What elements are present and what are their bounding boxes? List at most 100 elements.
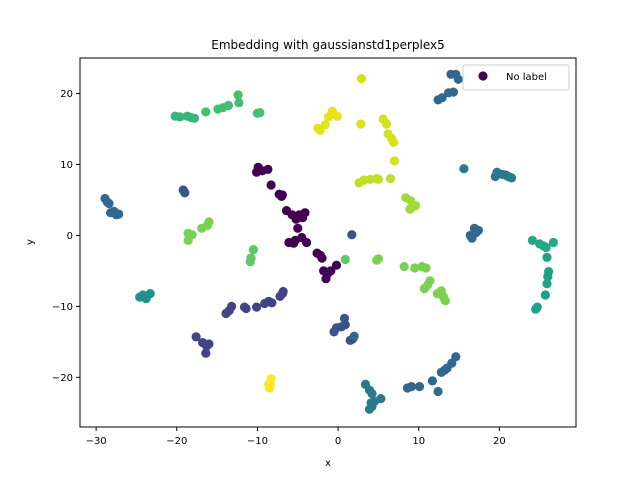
data-point xyxy=(347,230,357,240)
data-point xyxy=(239,302,250,312)
data-point xyxy=(433,386,443,397)
data-point xyxy=(451,352,461,362)
data-point xyxy=(204,217,214,227)
data-point xyxy=(317,253,327,263)
y-tick-label: 0 xyxy=(67,231,73,242)
x-axis-label: x xyxy=(325,458,331,469)
data-point xyxy=(501,170,511,180)
legend-entry: No label xyxy=(506,72,547,83)
data-point xyxy=(201,107,211,117)
data-point xyxy=(389,137,399,147)
data-point xyxy=(356,119,366,129)
data-point xyxy=(233,90,243,100)
data-point xyxy=(410,201,421,211)
data-point xyxy=(427,376,437,386)
data-point xyxy=(331,260,342,270)
data-point xyxy=(293,223,303,233)
data-point xyxy=(264,379,274,389)
data-point xyxy=(414,382,425,392)
data-point xyxy=(201,348,211,358)
y-tick-label: −20 xyxy=(52,373,73,384)
data-point xyxy=(448,87,458,97)
data-point xyxy=(541,242,551,253)
data-point xyxy=(367,389,377,399)
data-point xyxy=(527,235,538,245)
legend-box xyxy=(462,64,570,91)
data-point xyxy=(175,112,185,122)
data-point xyxy=(402,383,412,393)
y-tick-label: 10 xyxy=(60,160,73,171)
y-axis-label: y xyxy=(25,239,36,245)
data-point xyxy=(114,209,124,219)
plot-frame xyxy=(79,57,577,428)
y-tick-label: 20 xyxy=(60,89,73,100)
data-point xyxy=(385,174,396,184)
x-tick-label: −10 xyxy=(247,436,268,447)
data-point xyxy=(248,245,258,255)
data-point xyxy=(187,230,197,240)
data-point xyxy=(425,276,435,286)
legend-marker xyxy=(478,71,488,81)
data-point xyxy=(254,164,264,174)
data-point xyxy=(255,108,265,118)
data-point xyxy=(532,302,542,312)
y-tick-label: −10 xyxy=(52,302,73,313)
data-point xyxy=(267,298,277,308)
data-point xyxy=(340,254,350,265)
data-point xyxy=(373,174,383,184)
data-point xyxy=(263,164,273,174)
data-point xyxy=(436,367,446,377)
data-point xyxy=(542,279,552,289)
data-point xyxy=(142,291,152,301)
data-point xyxy=(540,290,551,300)
data-point xyxy=(326,266,336,276)
data-point xyxy=(473,225,483,235)
data-point xyxy=(234,98,244,108)
data-point xyxy=(410,263,420,273)
data-point xyxy=(252,302,262,312)
chart-title: Embedding with gaussianstd1perplex5 xyxy=(211,38,445,52)
data-point xyxy=(180,188,190,198)
data-point xyxy=(223,100,233,111)
data-point xyxy=(421,263,431,273)
data-point xyxy=(278,286,288,297)
data-point xyxy=(373,254,383,264)
data-point xyxy=(289,238,299,248)
data-point xyxy=(356,74,367,84)
data-point xyxy=(189,113,200,123)
data-point xyxy=(329,327,339,337)
x-tick-label: 20 xyxy=(493,436,506,447)
data-point xyxy=(277,190,287,200)
data-point xyxy=(191,332,201,342)
data-point xyxy=(294,211,304,221)
data-point xyxy=(245,257,255,267)
x-tick-label: −30 xyxy=(86,436,107,447)
data-point xyxy=(321,274,331,284)
data-point xyxy=(339,313,350,323)
data-point xyxy=(542,252,552,262)
data-point xyxy=(349,331,359,341)
data-point xyxy=(437,93,447,103)
data-point xyxy=(320,120,330,130)
data-point xyxy=(221,308,231,319)
data-point xyxy=(399,262,409,272)
data-point xyxy=(369,396,379,407)
x-tick-label: 0 xyxy=(335,436,341,447)
data-point xyxy=(332,111,342,121)
y-axis-ticks: −20 −10 0 10 20 xyxy=(52,89,80,384)
legend: No label xyxy=(462,64,570,91)
data-point xyxy=(459,164,469,174)
data-point xyxy=(440,296,450,306)
data-point xyxy=(104,198,114,209)
x-tick-label: −20 xyxy=(166,436,187,447)
x-axis-ticks: −30 −20 −10 0 10 20 xyxy=(86,427,506,447)
data-point xyxy=(453,74,463,84)
data-point xyxy=(544,267,554,277)
data-point xyxy=(204,339,214,349)
data-point xyxy=(381,119,392,129)
data-point xyxy=(302,237,312,248)
data-point xyxy=(548,237,559,248)
data-point xyxy=(490,171,500,182)
data-points xyxy=(100,69,559,414)
